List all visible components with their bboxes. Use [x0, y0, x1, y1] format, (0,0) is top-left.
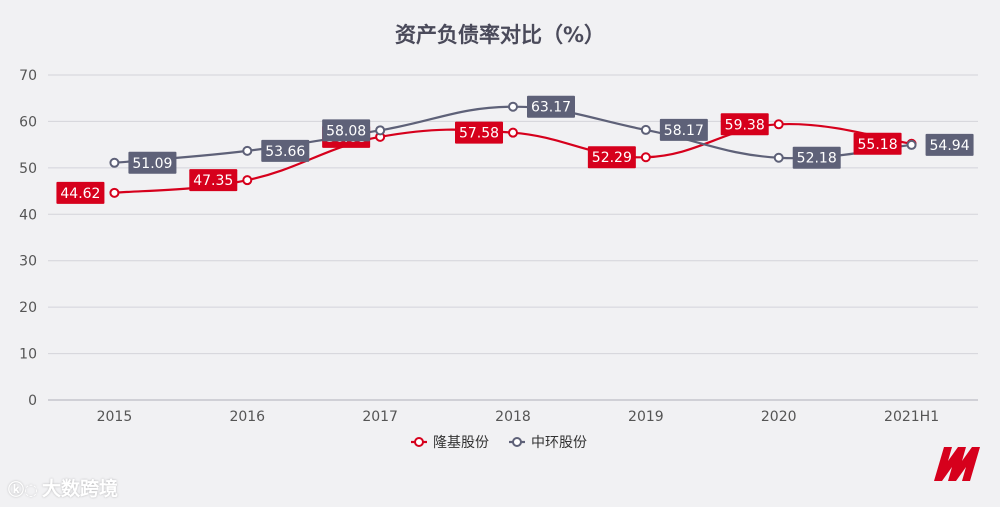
data-point	[375, 125, 386, 136]
chart-title: 资产负债率对比（%）	[395, 23, 605, 47]
data-label-bg	[720, 113, 769, 136]
data-label: 52.29	[587, 146, 636, 169]
data-point	[242, 175, 253, 186]
grid-lines	[48, 74, 978, 401]
data-labels-layer: 44.6247.3556.6857.5852.2959.3855.1851.09…	[56, 95, 974, 204]
data-label-text: 52.18	[797, 151, 837, 167]
data-label: 58.08	[322, 119, 371, 142]
x-tick-label: 2016	[229, 409, 265, 425]
y-tick-label: 20	[19, 300, 37, 316]
data-label-bg	[189, 169, 238, 192]
data-point	[640, 124, 651, 135]
y-tick-label: 30	[19, 254, 37, 270]
data-point	[508, 127, 518, 138]
data-label-text: 55.18	[858, 137, 898, 153]
brand-logo-shape	[934, 447, 980, 481]
data-label-bg	[128, 151, 177, 174]
data-point	[109, 187, 120, 198]
data-label: 57.58	[455, 121, 503, 144]
legend-label: 隆基股份	[433, 434, 489, 451]
y-tick-label: 10	[19, 347, 37, 363]
data-label: 44.62	[56, 181, 105, 204]
legend-label: 中环股份	[531, 435, 587, 451]
data-label-text: 57.58	[459, 126, 499, 142]
wechat-icon: ⓚ◌	[8, 479, 38, 499]
data-label-bg	[56, 181, 105, 204]
data-label-text: 47.35	[193, 173, 233, 189]
y-tick-label: 70	[19, 68, 37, 84]
data-label: 59.38	[720, 113, 769, 136]
data-point	[773, 119, 784, 130]
data-label: 55.18	[853, 132, 902, 155]
data-label-bg	[261, 139, 310, 162]
data-label-text: 44.62	[60, 186, 100, 202]
data-label-text: 59.38	[725, 117, 765, 133]
y-tick-label: 60	[19, 114, 37, 130]
x-tick-label: 2019	[628, 409, 664, 425]
data-label: 63.17	[527, 95, 575, 118]
watermark: ⓚ◌ 大数跨境	[8, 474, 118, 501]
data-label-bg	[925, 133, 974, 156]
legend-marker	[512, 437, 522, 447]
data-label-bg	[455, 121, 503, 144]
data-label-text: 54.94	[930, 138, 970, 154]
data-point	[508, 101, 518, 112]
data-label-bg	[659, 118, 708, 141]
data-label: 47.35	[189, 169, 238, 192]
x-tick-label: 2021H1	[884, 409, 939, 425]
data-label-bg	[853, 132, 902, 155]
data-point	[906, 139, 917, 150]
data-label-bg	[587, 146, 636, 169]
data-label-text: 52.29	[592, 150, 632, 166]
data-point	[640, 152, 651, 163]
data-label: 58.17	[659, 118, 708, 141]
x-tick-label: 2020	[761, 409, 797, 425]
legend-marker	[414, 437, 424, 447]
y-tick-label: 50	[19, 161, 37, 177]
data-point	[109, 157, 120, 168]
watermark-text: 大数跨境	[41, 478, 118, 500]
data-label-text: 58.17	[664, 123, 704, 139]
data-point	[773, 152, 784, 163]
data-label-text: 63.17	[531, 100, 571, 116]
data-label: 53.66	[261, 139, 310, 162]
data-label-text: 58.08	[326, 123, 366, 139]
data-label: 54.94	[925, 133, 974, 156]
x-axis-ticks: 2015 2016 2017 2018 2019 2020 2021H1	[97, 409, 940, 425]
data-label-bg	[527, 95, 575, 118]
data-label: 52.18	[792, 146, 841, 169]
data-label: 51.09	[128, 151, 177, 174]
y-tick-label: 40	[19, 207, 37, 223]
x-tick-label: 2015	[97, 409, 133, 425]
x-tick-label: 2017	[362, 409, 398, 425]
y-axis-ticks: 0 10 20 30 40 50 60 70	[19, 68, 37, 409]
y-tick-label: 0	[28, 393, 37, 409]
data-point	[242, 145, 253, 156]
brand-logo	[934, 447, 980, 481]
data-label-bg	[322, 119, 371, 142]
x-tick-label: 2018	[495, 409, 531, 425]
legend: 隆基股份 中环股份	[411, 434, 587, 451]
data-label-bg	[792, 146, 841, 169]
data-label-text: 53.66	[265, 144, 305, 160]
data-label-text: 51.09	[132, 156, 172, 172]
series-layer	[109, 101, 917, 198]
